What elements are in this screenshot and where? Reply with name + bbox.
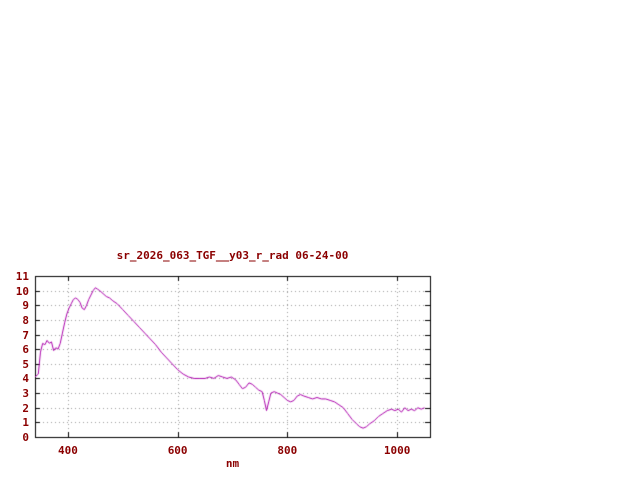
y-tick-label: 1	[22, 416, 29, 429]
y-tick-label: 3	[22, 387, 29, 400]
y-tick-label: 5	[22, 358, 29, 371]
y-tick-label: 8	[22, 314, 29, 327]
y-tick-label: 11	[15, 270, 29, 283]
y-tick-label: 9	[22, 299, 29, 312]
y-tick-label: 2	[22, 402, 29, 415]
y-tick-label: 6	[22, 343, 29, 356]
x-tick-label: 600	[167, 444, 188, 457]
y-tick-label: 10	[15, 285, 29, 298]
y-tick-label: 4	[22, 372, 29, 385]
y-tick-label: 0	[22, 431, 29, 444]
x-tick-label: 400	[57, 444, 78, 457]
y-tick-label: 7	[22, 329, 29, 342]
x-axis-label: nm	[225, 457, 240, 470]
x-tick-label: 800	[277, 444, 298, 457]
chart-title: sr_2026_063_TGF__y03_r_rad 06-24-00	[116, 249, 349, 262]
x-tick-label: 1000	[383, 444, 411, 457]
